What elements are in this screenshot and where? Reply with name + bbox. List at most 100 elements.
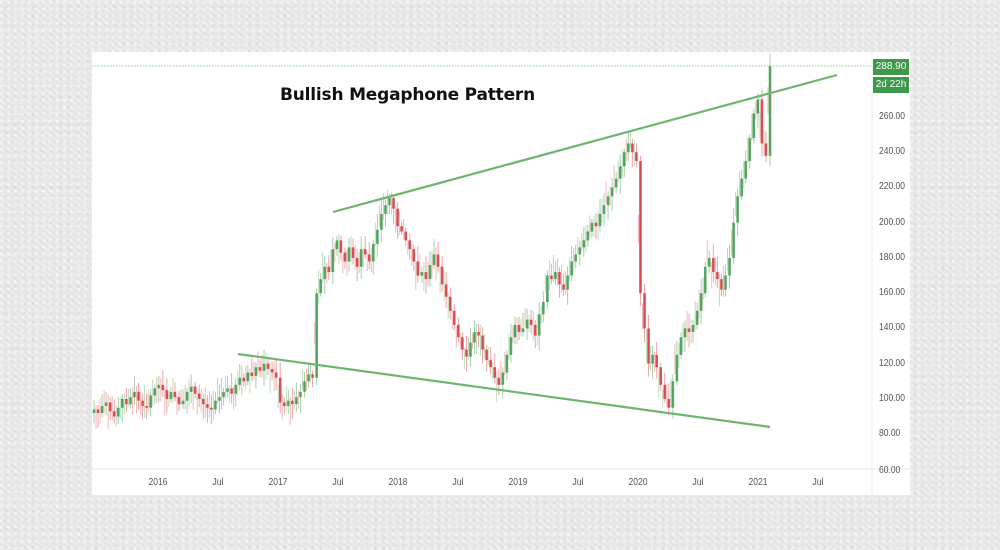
candle-body	[562, 284, 565, 290]
candle-body	[428, 265, 432, 280]
candle-body	[671, 381, 675, 408]
candle-body	[137, 391, 140, 401]
candle-body	[372, 243, 375, 262]
candle-body	[266, 363, 270, 369]
price-tick-label: 220.00	[879, 181, 906, 193]
candle-body	[728, 257, 731, 276]
candle-body	[505, 354, 509, 373]
candlestick-chart[interactable]	[92, 52, 910, 495]
candle-body	[760, 99, 764, 144]
candle-body	[485, 349, 488, 361]
price-tick-label: 240.00	[879, 146, 906, 158]
candle-body	[570, 261, 573, 276]
candle-body	[663, 384, 667, 399]
time-tick-label: Jul	[812, 477, 824, 488]
candle-body	[133, 391, 136, 398]
candle-body	[635, 152, 638, 162]
candle-body	[129, 397, 132, 405]
candle-body	[376, 229, 379, 244]
candle-body	[554, 272, 557, 280]
candle-body	[590, 222, 594, 232]
candle-body	[493, 367, 497, 378]
candle-body	[667, 398, 671, 408]
candle-body	[473, 331, 476, 343]
candle-body	[659, 367, 663, 385]
candle-body	[165, 390, 169, 399]
candle-body	[262, 363, 266, 371]
candle-body	[291, 400, 294, 405]
candle-body	[238, 377, 242, 385]
lower-trendline[interactable]	[237, 352, 771, 429]
candle-body	[598, 213, 602, 227]
candle-body	[707, 257, 711, 267]
candle-body	[347, 247, 351, 262]
candle-body	[550, 275, 553, 280]
price-tick-label: 260.00	[879, 111, 906, 122]
candle-body	[440, 266, 444, 285]
price-tick-label: 80.00	[879, 428, 901, 440]
candle-body	[513, 324, 517, 338]
candle-body	[169, 391, 173, 399]
candle-body	[189, 386, 193, 392]
candle-body	[542, 302, 545, 315]
candle-body	[327, 266, 331, 273]
candle-body	[282, 402, 286, 406]
candle-body	[687, 328, 691, 332]
candle-body	[104, 402, 108, 406]
candle-body	[647, 328, 650, 364]
price-tick-label: 120.00	[879, 357, 906, 369]
candle-body	[736, 196, 739, 223]
candle-body	[461, 337, 464, 350]
candle-body	[396, 208, 399, 227]
candle-body	[181, 400, 185, 405]
candle-body	[177, 397, 181, 405]
candle-body	[695, 310, 699, 325]
candle-body	[448, 296, 452, 311]
price-tick-label: 100.00	[879, 392, 906, 404]
candle-body	[691, 324, 695, 332]
candle-body	[724, 275, 727, 290]
candle-body	[222, 391, 225, 398]
candle-body	[602, 205, 606, 214]
candle-body	[452, 310, 456, 325]
candle-body	[157, 384, 161, 389]
candle-body	[481, 335, 484, 350]
candle-body	[331, 249, 335, 273]
candle-body	[432, 254, 436, 266]
time-tick-label: 2017	[268, 477, 288, 488]
time-tick-label: Jul	[572, 477, 584, 488]
candle-body	[359, 249, 363, 267]
candle-body	[307, 374, 310, 382]
candle-body	[96, 409, 100, 414]
candle-body	[112, 411, 116, 417]
candle-body	[679, 337, 683, 355]
candle-body	[380, 213, 383, 230]
price-tick-label: 140.00	[879, 322, 906, 334]
candle-body	[546, 275, 549, 303]
candle-body	[214, 400, 217, 410]
upper-trendline[interactable]	[332, 73, 838, 214]
candle-body	[756, 99, 760, 114]
candle-body	[764, 143, 768, 156]
candle-body	[521, 328, 525, 332]
candle-body	[363, 249, 367, 255]
time-tick-label: 2020	[628, 477, 648, 488]
candle-body	[703, 266, 707, 294]
candle-body	[92, 409, 96, 414]
price-tick-label: 60.00	[879, 465, 901, 474]
candle-body	[250, 372, 254, 377]
candle-body	[501, 372, 505, 385]
candle-body	[424, 272, 428, 280]
candle-body	[586, 231, 590, 241]
candle-body	[392, 198, 395, 209]
candle-body	[416, 261, 420, 276]
candle-body	[420, 272, 424, 276]
candle-body	[768, 66, 772, 156]
candle-body	[558, 272, 561, 285]
candle-body	[339, 240, 343, 253]
candle-body	[315, 293, 318, 378]
candle-body	[651, 354, 654, 364]
candle-body	[469, 342, 472, 357]
time-tick-label: 2021	[748, 477, 768, 488]
candle-body	[108, 402, 112, 412]
